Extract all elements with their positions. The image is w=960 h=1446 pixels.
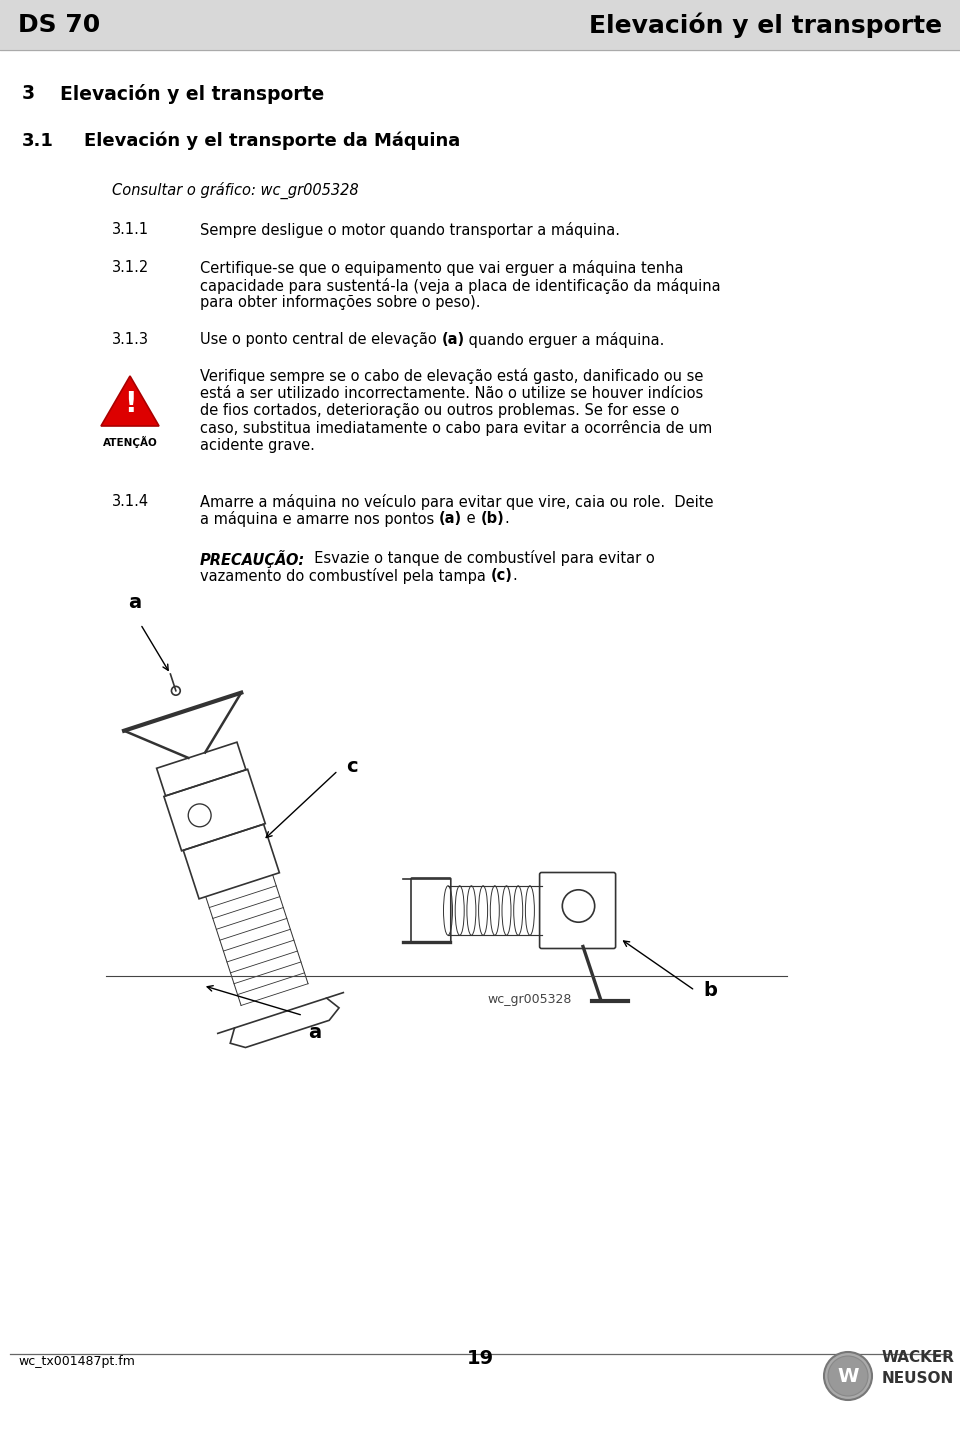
Text: está a ser utilizado incorrectamente. Não o utilize se houver indícios: está a ser utilizado incorrectamente. Nã… <box>200 386 704 401</box>
Text: vazamento do combustível pela tampa: vazamento do combustível pela tampa <box>200 568 491 584</box>
Text: 3.1.1: 3.1.1 <box>112 223 149 237</box>
Polygon shape <box>101 376 159 427</box>
Text: NEUSON: NEUSON <box>882 1371 954 1387</box>
Text: Esvazie o tanque de combustível para evitar o: Esvazie o tanque de combustível para evi… <box>305 551 655 567</box>
Text: 3.1.2: 3.1.2 <box>112 260 149 275</box>
Text: WACKER: WACKER <box>882 1351 955 1365</box>
Text: 3.1: 3.1 <box>22 132 54 150</box>
Text: 19: 19 <box>467 1349 493 1368</box>
Text: (a): (a) <box>439 510 462 526</box>
Text: Use o ponto central de elevação: Use o ponto central de elevação <box>200 333 442 347</box>
Text: .: . <box>504 510 509 526</box>
Text: ATENÇÃO: ATENÇÃO <box>103 437 157 448</box>
Text: a: a <box>308 1024 322 1043</box>
Bar <box>0 0 960 51</box>
Text: Elevación y el transporte da Máquina: Elevación y el transporte da Máquina <box>84 132 460 150</box>
Text: a máquina e amarre nos pontos: a máquina e amarre nos pontos <box>200 510 439 526</box>
Text: .: . <box>513 568 517 583</box>
Text: Verifique sempre se o cabo de elevação está gasto, danificado ou se: Verifique sempre se o cabo de elevação e… <box>200 367 704 385</box>
Text: Consultar o gráfico: wc_gr005328: Consultar o gráfico: wc_gr005328 <box>112 182 359 200</box>
Text: Elevación y el transporte: Elevación y el transporte <box>60 84 324 104</box>
Text: wc_gr005328: wc_gr005328 <box>488 993 572 1006</box>
Text: 3.1.4: 3.1.4 <box>112 493 149 509</box>
Text: W: W <box>837 1366 859 1385</box>
Circle shape <box>824 1352 872 1400</box>
Text: 3.1.3: 3.1.3 <box>112 333 149 347</box>
Text: e: e <box>462 510 480 526</box>
Text: c: c <box>346 758 358 777</box>
Text: 3: 3 <box>22 84 36 103</box>
Text: Amarre a máquina no veículo para evitar que vire, caia ou role.  Deite: Amarre a máquina no veículo para evitar … <box>200 493 713 509</box>
Text: para obter informações sobre o peso).: para obter informações sobre o peso). <box>200 295 481 309</box>
Text: (c): (c) <box>491 568 513 583</box>
Text: acidente grave.: acidente grave. <box>200 438 315 453</box>
Text: Sempre desligue o motor quando transportar a máquina.: Sempre desligue o motor quando transport… <box>200 223 620 239</box>
Text: capacidade para sustentá-la (veja a placa de identificação da máquina: capacidade para sustentá-la (veja a plac… <box>200 278 721 294</box>
Text: caso, substitua imediatamente o cabo para evitar a ocorrência de um: caso, substitua imediatamente o cabo par… <box>200 421 712 437</box>
Text: b: b <box>703 980 717 1001</box>
Text: Elevación y el transporte: Elevación y el transporte <box>588 12 942 38</box>
Text: (b): (b) <box>480 510 504 526</box>
Text: (a): (a) <box>442 333 465 347</box>
Text: Certifique-se que o equipamento que vai erguer a máquina tenha: Certifique-se que o equipamento que vai … <box>200 260 684 276</box>
Text: a: a <box>129 593 141 612</box>
Text: quando erguer a máquina.: quando erguer a máquina. <box>465 333 665 348</box>
Circle shape <box>828 1356 868 1395</box>
Text: PRECAUÇÃO:: PRECAUÇÃO: <box>200 551 305 568</box>
Text: de fios cortados, deterioração ou outros problemas. Se for esse o: de fios cortados, deterioração ou outros… <box>200 403 680 418</box>
Text: DS 70: DS 70 <box>18 13 100 38</box>
Text: wc_tx001487pt.fm: wc_tx001487pt.fm <box>18 1355 134 1368</box>
Text: !: ! <box>124 389 136 418</box>
